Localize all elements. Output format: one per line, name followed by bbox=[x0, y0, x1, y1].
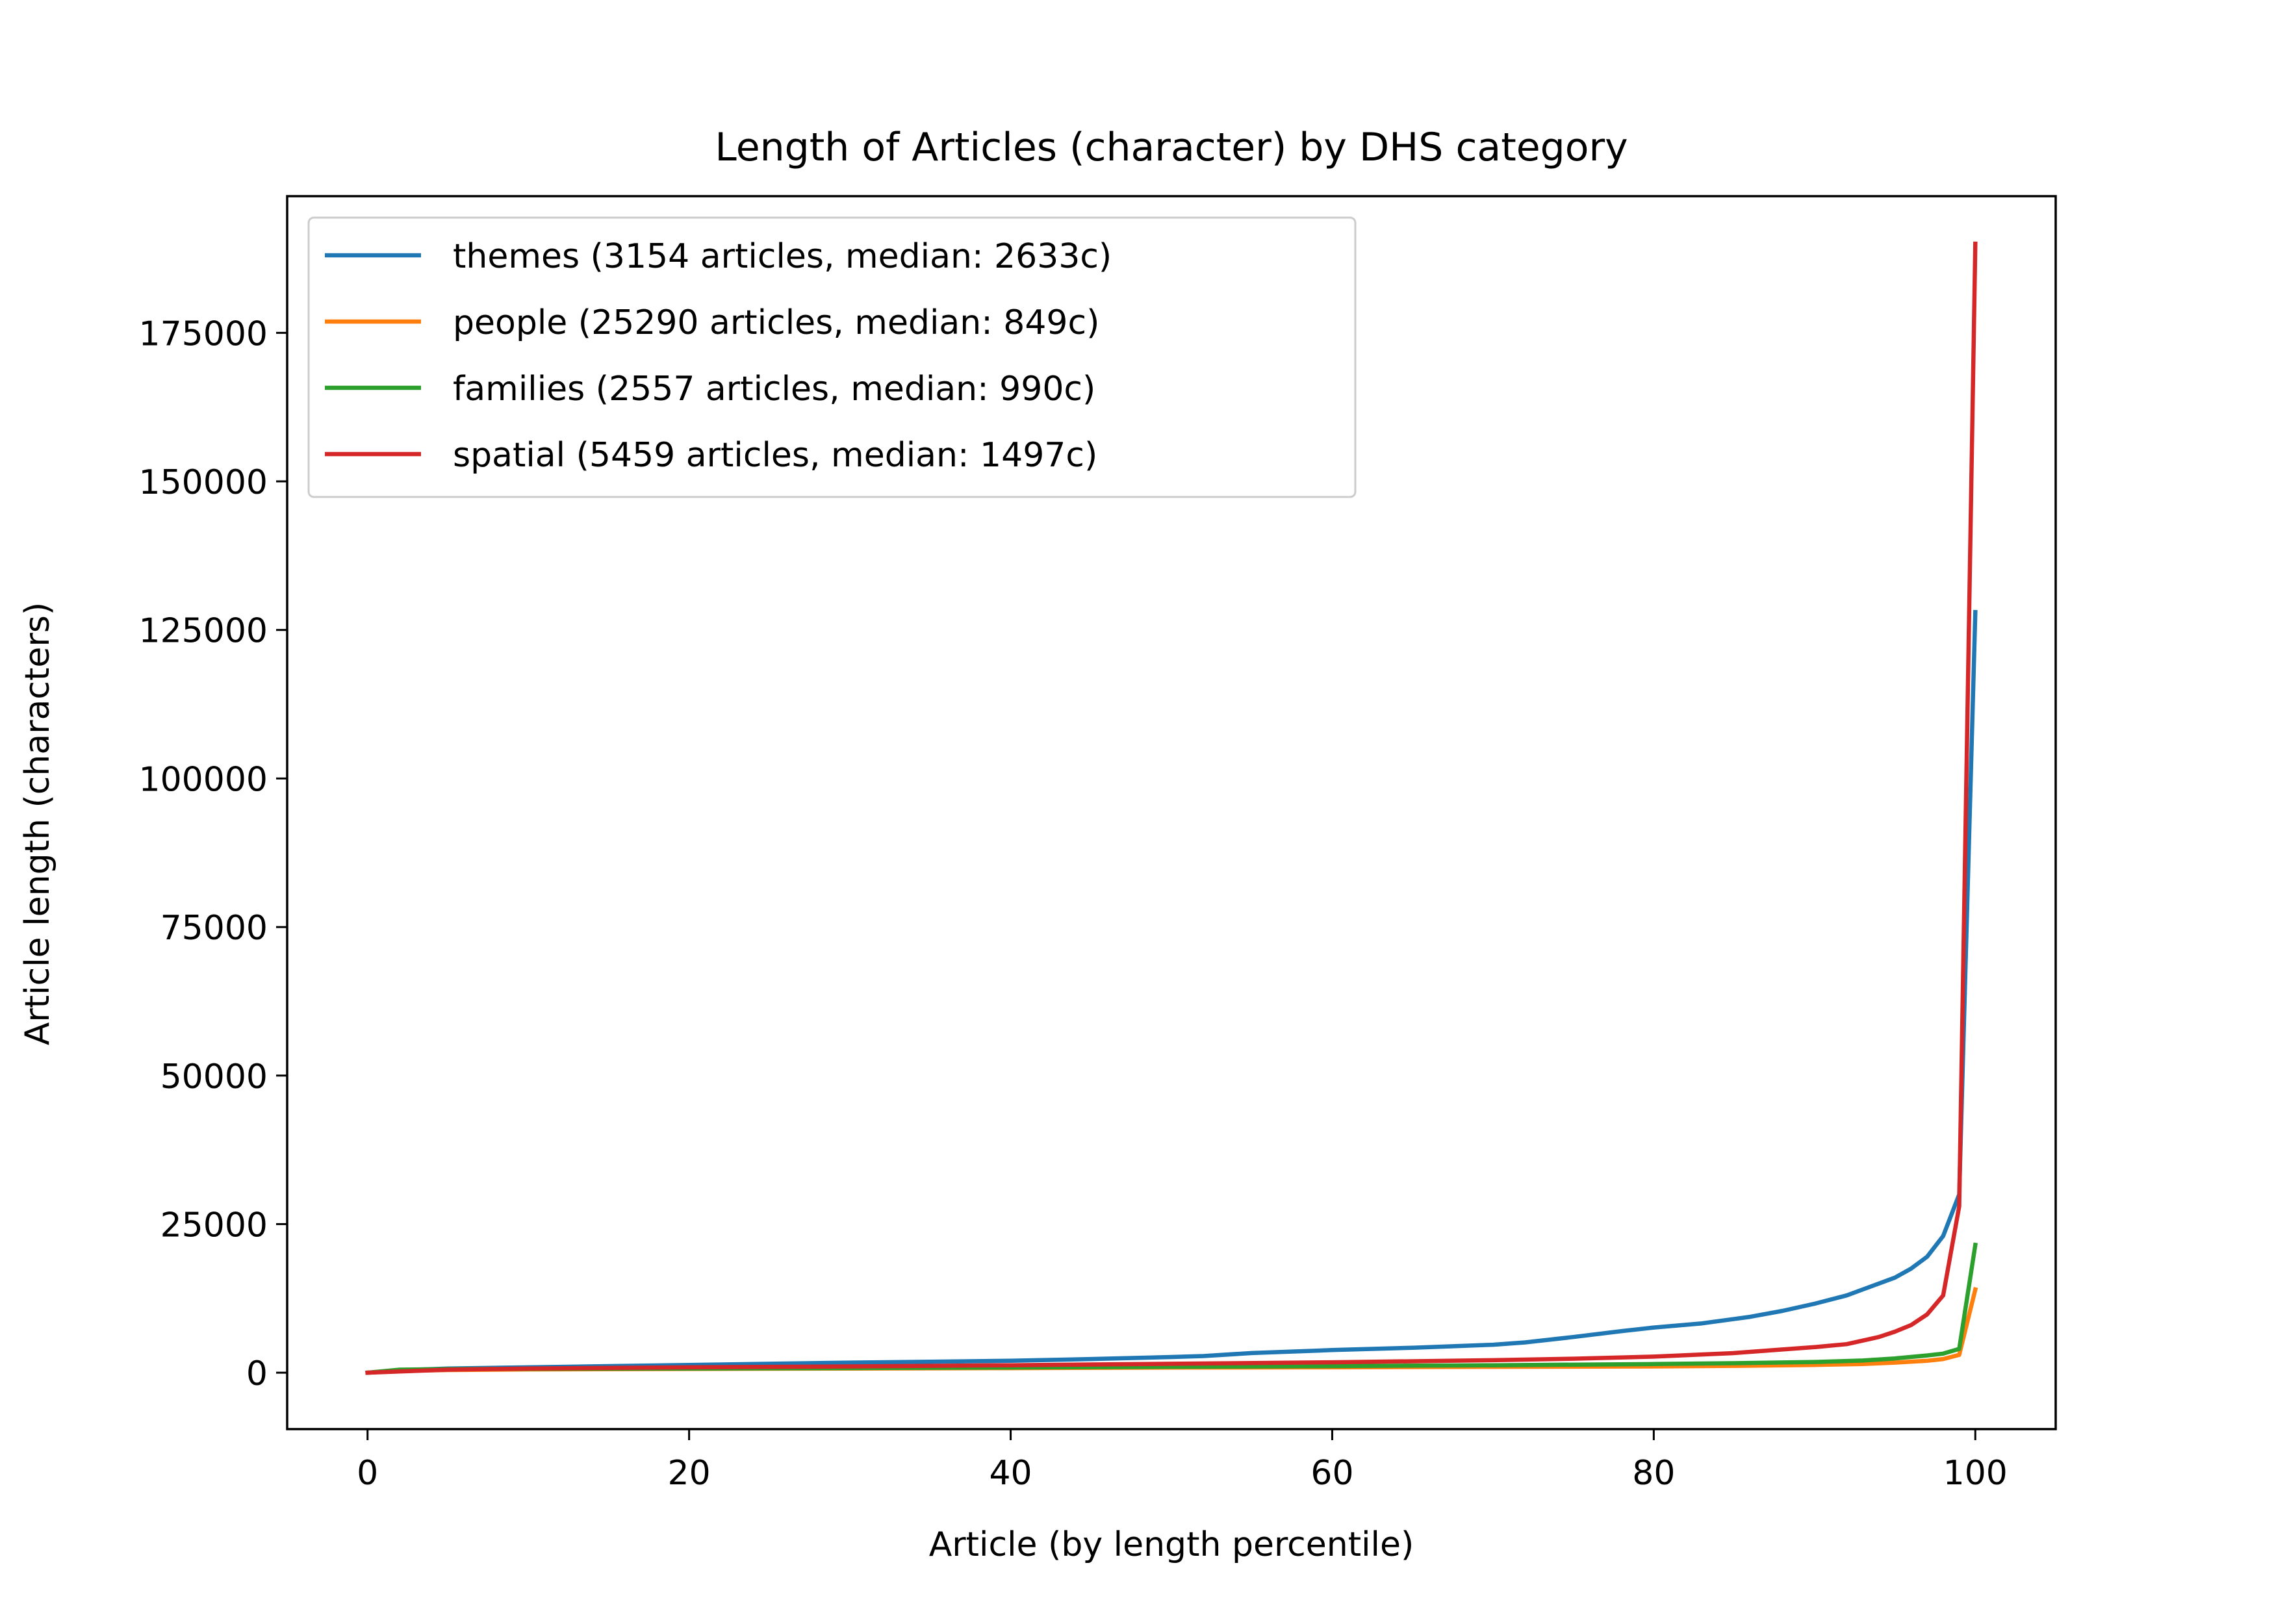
x-tick-label: 80 bbox=[1632, 1454, 1675, 1493]
x-tick-label: 20 bbox=[668, 1454, 711, 1493]
legend-box bbox=[307, 216, 1357, 498]
y-tick-label: 50000 bbox=[160, 1058, 268, 1097]
x-tick-label: 100 bbox=[1943, 1454, 2008, 1493]
legend-label-3: spatial (5459 articles, median: 1497c) bbox=[453, 436, 1097, 475]
y-tick-label: 100000 bbox=[138, 760, 268, 799]
series-line-0 bbox=[365, 609, 1978, 1375]
x-tick-label: 40 bbox=[989, 1454, 1032, 1493]
y-axis-label: Article length (characters) bbox=[18, 602, 57, 1045]
x-tick-label: 60 bbox=[1310, 1454, 1353, 1493]
x-tick-label: 0 bbox=[357, 1454, 378, 1493]
y-tick-label: 0 bbox=[246, 1354, 268, 1393]
y-tick-label: 150000 bbox=[138, 463, 268, 502]
plot-frame bbox=[286, 195, 2057, 1430]
series-line-1 bbox=[365, 1287, 1978, 1375]
series-line-3 bbox=[365, 241, 1978, 1375]
legend: themes (3154 articles, median: 2633c) peo… bbox=[307, 216, 1357, 498]
y-tick-label: 75000 bbox=[160, 909, 268, 948]
y-tick-label: 25000 bbox=[160, 1206, 268, 1245]
legend-label-1: people (25290 articles, median: 849c) bbox=[453, 303, 1099, 342]
axes-layer: 0 20 40 60 80 100 0 25000 50000 75000 100000 125000… bbox=[138, 314, 2007, 1493]
series-layer bbox=[365, 241, 1978, 1375]
y-tick-label: 125000 bbox=[138, 612, 268, 651]
y-tick-label: 175000 bbox=[138, 314, 268, 353]
chart-title: Length of Articles (character) by DHS ca… bbox=[715, 125, 1628, 170]
legend-label-2: families (2557 articles, median: 990c) bbox=[453, 370, 1095, 409]
legend-label-0: themes (3154 articles, median: 2633c) bbox=[453, 237, 1112, 276]
x-axis-label: Article (by length percentile) bbox=[929, 1525, 1414, 1564]
